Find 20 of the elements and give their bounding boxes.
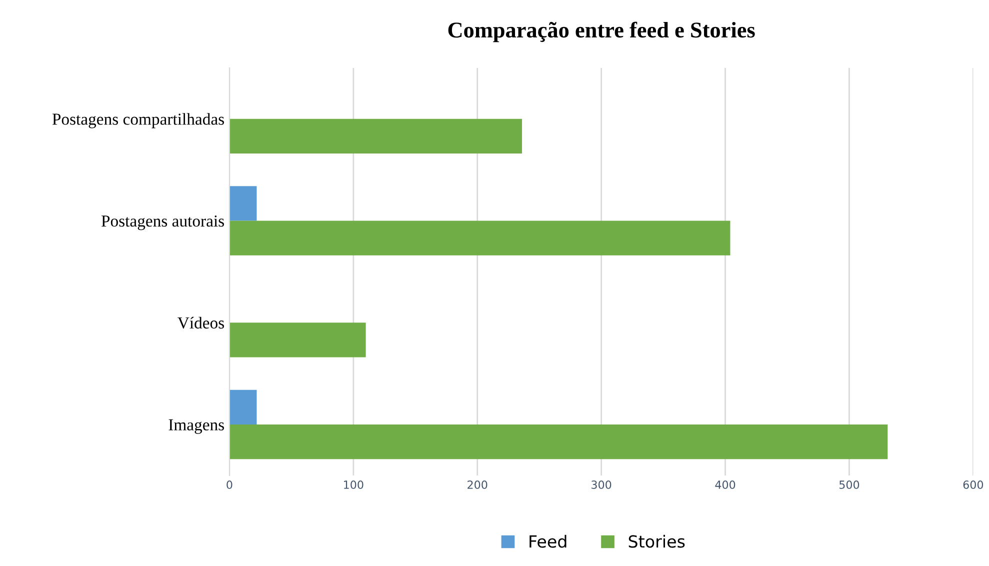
x-tick-label: 600 <box>963 480 984 489</box>
x-tick-label: 200 <box>468 480 488 489</box>
bar <box>229 186 257 221</box>
x-tick-label: 500 <box>839 480 860 489</box>
bar <box>229 322 366 358</box>
chart-title: Comparação entre feed e Stories <box>448 22 755 42</box>
y-tick-label: Vídeos <box>178 316 224 329</box>
legend-label: Feed <box>530 534 566 548</box>
x-tick-label: 400 <box>715 480 736 489</box>
legend-label: Stories <box>628 534 685 548</box>
x-tick-label: 0 <box>226 480 232 489</box>
bar <box>229 220 730 256</box>
bar <box>229 390 257 424</box>
y-tick-label: Postagens autorais <box>101 215 224 230</box>
y-tick-label: Imagens <box>168 419 224 434</box>
x-tick-label: 300 <box>592 480 612 489</box>
y-tick-label: Postagens compartilhadas <box>52 113 224 128</box>
bar <box>229 118 522 154</box>
bar <box>229 424 888 460</box>
x-tick-label: 100 <box>344 480 364 489</box>
